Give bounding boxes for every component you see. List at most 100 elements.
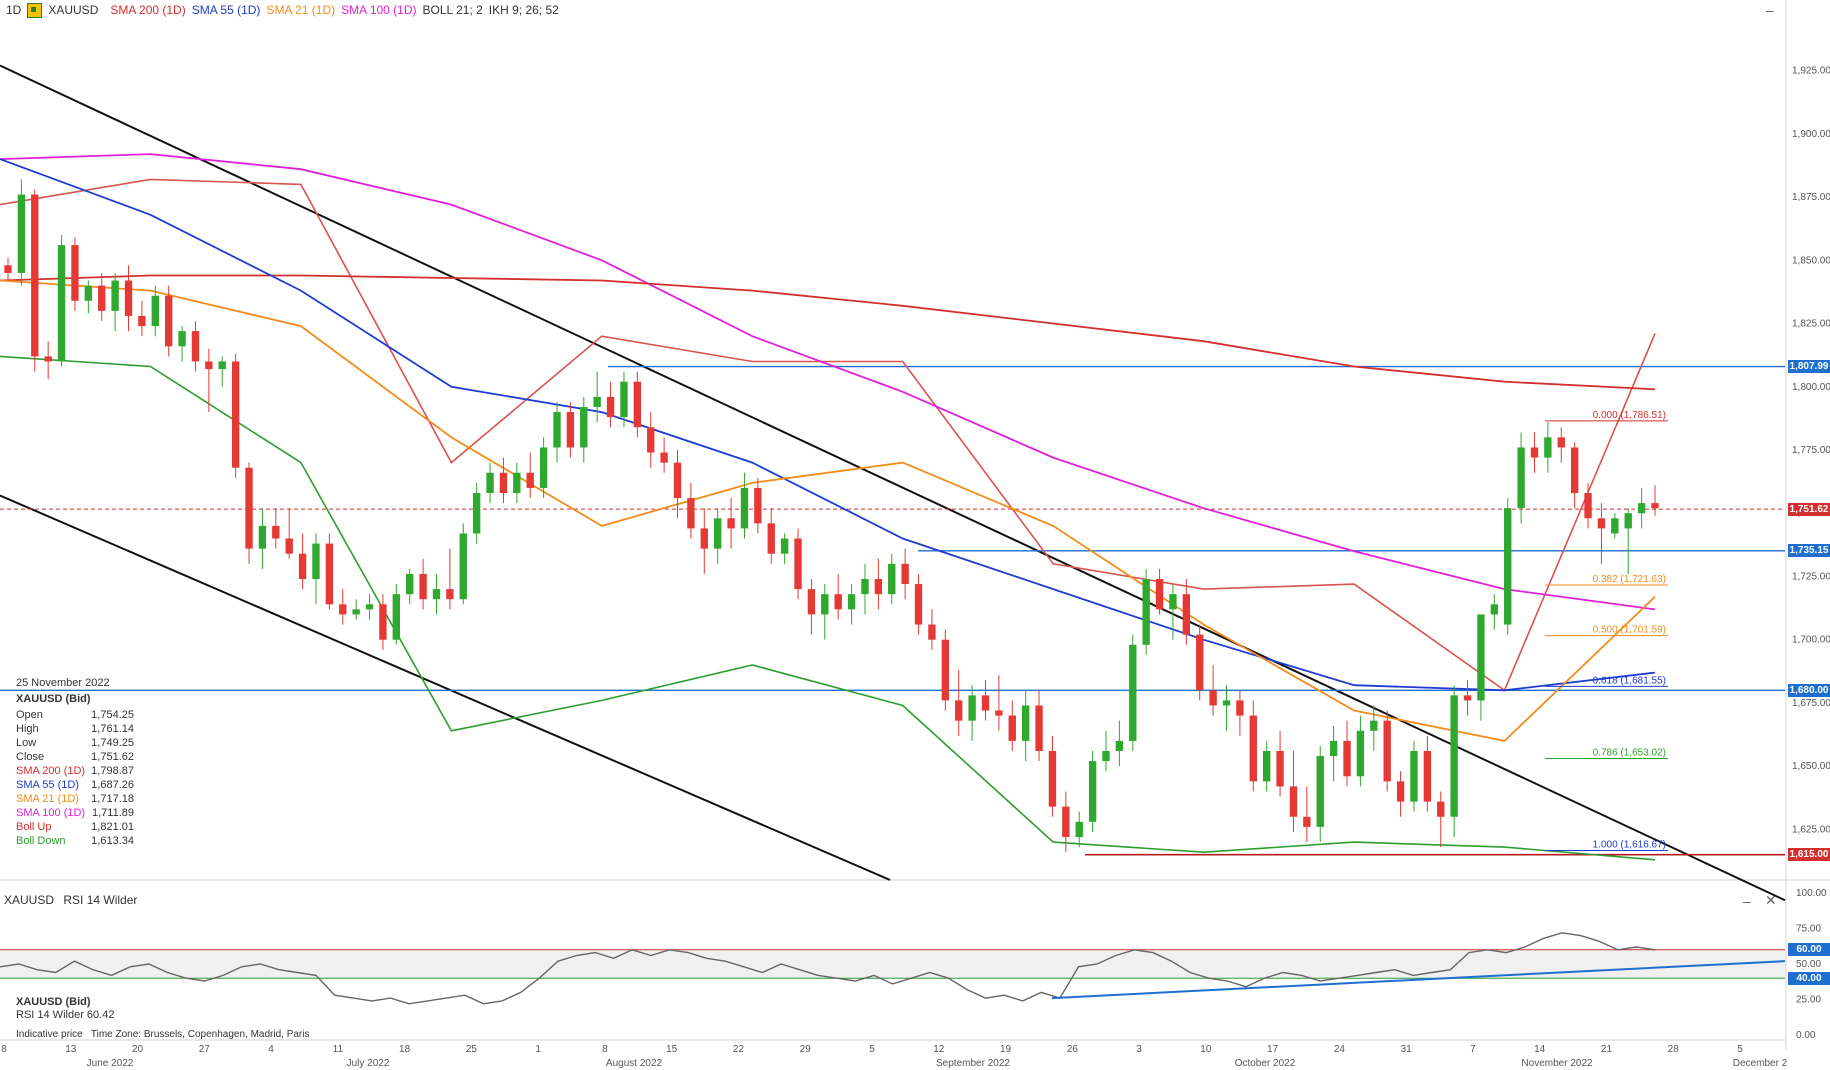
- candle-body: [272, 525, 280, 539]
- timeframe-label[interactable]: 1D: [6, 3, 22, 17]
- rsi-band: [0, 949, 1785, 979]
- candle-body: [1182, 594, 1191, 635]
- candle-body: [1557, 437, 1565, 448]
- date-tick-label: 3: [1136, 1044, 1142, 1055]
- candle-body: [968, 695, 976, 721]
- rsi-instrument: XAUUSD: [4, 893, 55, 907]
- candle-body: [312, 543, 320, 579]
- boll-up-line: [0, 178, 1656, 692]
- month-label: August 2022: [606, 1058, 663, 1069]
- instrument-label[interactable]: XAUUSD: [48, 3, 99, 17]
- ohlc-row-label: SMA 55 (1D): [16, 779, 79, 791]
- candle-body: [1637, 503, 1646, 514]
- candle-body: [365, 604, 374, 610]
- ohlc-row-value: 1,711.89: [91, 807, 134, 819]
- month-label: June 2022: [87, 1058, 134, 1069]
- candle-body: [928, 624, 936, 640]
- date-tick-label: 21: [1601, 1044, 1613, 1055]
- candle-body: [794, 538, 802, 590]
- date-tick-label: 13: [65, 1044, 77, 1055]
- candle-body: [981, 695, 990, 711]
- month-label: September 2022: [936, 1058, 1010, 1069]
- candle-body: [727, 518, 735, 529]
- candle-body: [57, 245, 66, 362]
- candle-body: [941, 639, 949, 701]
- candle-body: [1544, 437, 1552, 458]
- date-tick-label: 20: [132, 1044, 144, 1055]
- ohlc-row-value: 1,821.01: [91, 821, 134, 833]
- candle-body: [754, 487, 762, 524]
- candle-body: [1584, 493, 1592, 519]
- indicator-label[interactable]: IKH 9; 26; 52: [488, 3, 559, 17]
- candle-body: [285, 538, 293, 554]
- candle-body: [861, 579, 869, 595]
- ohlc-row-label: SMA 100 (1D): [16, 807, 86, 819]
- ohlc-row-label: Close: [16, 751, 45, 763]
- rsi-info-row: RSI 14 Wilder 60.42: [16, 1009, 309, 1022]
- price-tick-label: 1,800.00: [1792, 382, 1830, 393]
- indicator-label[interactable]: SMA 21 (1D): [266, 3, 336, 17]
- rsi-tick-label: 75.00: [1796, 924, 1821, 935]
- indicator-label[interactable]: SMA 100 (1D): [341, 3, 417, 17]
- timezone-label: Time Zone: Brussels, Copenhagen, Madrid,…: [90, 1029, 310, 1040]
- candle-body: [606, 396, 615, 418]
- price-tick-label: 1,650.00: [1792, 761, 1830, 772]
- candle-body: [847, 594, 856, 610]
- candle-body: [499, 472, 508, 493]
- rsi-info-instrument: XAUUSD (Bid): [16, 996, 91, 1008]
- ohlc-row: High 1,761.14: [16, 722, 134, 736]
- candle-body: [767, 523, 775, 554]
- candle-body: [901, 563, 909, 585]
- ohlc-row-label: Low: [16, 737, 37, 749]
- price-tick-label: 1,725.00: [1792, 571, 1830, 582]
- ohlc-row-label: Boll Up: [16, 821, 52, 833]
- rsi-tick-label: 50.00: [1796, 959, 1821, 970]
- rsi-tag: 60.00: [1788, 943, 1830, 957]
- channel-upper-line: [0, 64, 1786, 902]
- ohlc-row-label: SMA 200 (1D): [16, 765, 86, 777]
- fib-level-label: 1.000 (1,616.67): [1593, 839, 1666, 850]
- indicator-label[interactable]: SMA 200 (1D): [110, 3, 186, 17]
- ohlc-row-value: 1,751.62: [91, 751, 134, 763]
- minimize-icon[interactable]: –: [1766, 2, 1774, 18]
- indicative-label: Indicative price: [16, 1029, 83, 1040]
- ohlc-row-value: 1,754.25: [91, 709, 134, 721]
- ohlc-row-label: High: [16, 723, 39, 735]
- candle-body: [1102, 751, 1110, 762]
- candle-body: [151, 295, 159, 327]
- candle-body: [1477, 614, 1485, 701]
- ohlc-row: SMA 200 (1D) 1,798.87: [16, 764, 134, 778]
- candle-body: [1142, 579, 1150, 645]
- candle-body: [352, 609, 360, 615]
- sma200-line: [0, 274, 1656, 391]
- indicator-label[interactable]: BOLL 21; 2: [422, 3, 483, 17]
- candle-body: [807, 589, 816, 615]
- ohlc-row: Boll Down 1,613.34: [16, 834, 134, 848]
- candle-body: [647, 427, 655, 453]
- price-tick-label: 1,825.00: [1792, 319, 1830, 330]
- date-tick-label: 14: [1534, 1044, 1546, 1055]
- candle-body: [1169, 594, 1177, 610]
- candle-body: [1370, 720, 1378, 731]
- indicator-label[interactable]: SMA 55 (1D): [191, 3, 261, 17]
- candle-body: [714, 518, 722, 549]
- rsi-minimize-icon[interactable]: –: [1743, 893, 1751, 909]
- indicative-row: Indicative price Time Zone: Brussels, Co…: [16, 1028, 309, 1041]
- rsi-close-icon[interactable]: ✕: [1765, 892, 1777, 908]
- candle-body: [138, 315, 146, 327]
- date-tick-label: 28: [1668, 1044, 1680, 1055]
- candle-body: [1129, 644, 1137, 741]
- candle-body: [124, 280, 133, 316]
- candle-body: [780, 538, 789, 554]
- date-tick-label: 22: [733, 1044, 745, 1055]
- ohlc-info-panel: 25 November 2022 XAUUSD (Bid) Open 1,754.…: [16, 676, 134, 848]
- date-tick-label: 1: [535, 1044, 541, 1055]
- rsi-info-panel: XAUUSD (Bid) RSI 14 Wilder 60.42 Indicat…: [16, 996, 309, 1041]
- date-tick-label: 19: [1000, 1044, 1012, 1055]
- month-label: December 2: [1733, 1058, 1788, 1069]
- candle-body: [1410, 751, 1418, 802]
- date-tick-label: 29: [800, 1044, 812, 1055]
- price-tag: 1,615.00: [1788, 848, 1830, 862]
- candle-body: [165, 295, 173, 347]
